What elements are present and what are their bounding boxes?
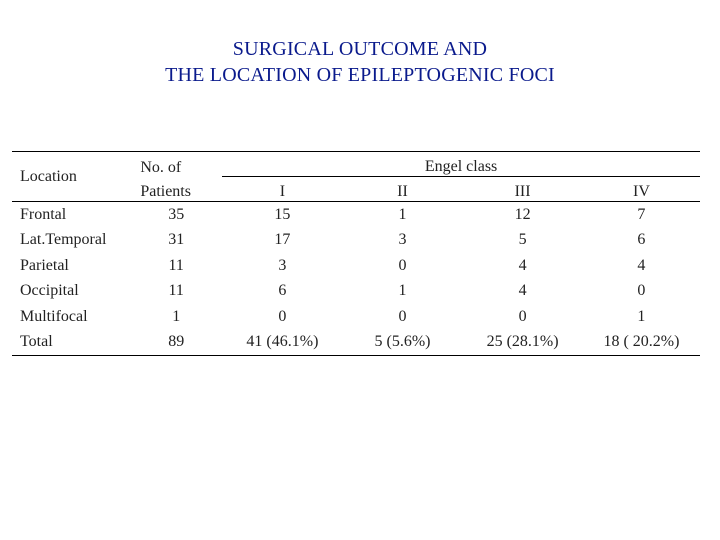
row-patients: 11 (168, 256, 184, 274)
patients-header-line-1: No. of (130, 151, 223, 177)
row-class-i: 0 (278, 307, 287, 325)
row-class-iv: 0 (637, 282, 646, 300)
row-class-iii: 4 (518, 282, 527, 300)
table-row: Frontal 35 15 1 12 7 (12, 202, 700, 228)
row-location: Lat.Temporal (20, 231, 107, 249)
row-patients: 1 (172, 307, 181, 325)
row-class-i: 41 (46.1%) (222, 329, 343, 356)
table-row: Parietal 11 3 0 4 4 (12, 253, 700, 279)
row-class-i: 6 (278, 282, 287, 300)
row-location: Total (12, 329, 131, 356)
engel-class-ii-header: II (342, 176, 463, 202)
table-row: Lat.Temporal 31 17 3 5 6 (12, 228, 700, 254)
table-row: Occipital 11 6 1 4 0 (12, 279, 700, 305)
row-class-ii: 1 (398, 205, 407, 223)
row-location: Occipital (20, 282, 79, 300)
row-class-iii: 12 (514, 205, 531, 223)
row-class-iii: 4 (518, 256, 527, 274)
row-location: Frontal (20, 205, 67, 223)
row-patients: 35 (168, 205, 185, 223)
row-class-iii: 0 (518, 307, 527, 325)
row-class-iv: 6 (637, 231, 646, 249)
total-row: Total 89 41 (46.1%) 5 (5.6%) 25 (28.1%) … (12, 329, 700, 356)
row-class-ii: 0 (398, 307, 407, 325)
row-patients: 89 (130, 329, 223, 356)
row-class-iv: 1 (637, 307, 646, 325)
row-class-i: 15 (274, 205, 291, 223)
engel-class-header: Engel class (222, 151, 700, 177)
engel-class-i-header: I (222, 176, 343, 202)
header-row-1: Location No. of Engel class (12, 151, 700, 202)
row-class-ii: 0 (398, 256, 407, 274)
row-patients: 31 (168, 231, 185, 249)
header-row-2: Patients I II III IV (12, 176, 700, 202)
row-class-i: 3 (278, 256, 287, 274)
row-class-iii: 25 (28.1%) (462, 329, 583, 356)
row-class-ii: 3 (398, 231, 407, 249)
row-class-iv: 7 (637, 205, 646, 223)
slide-title: SURGICAL OUTCOME AND THE LOCATION OF EPI… (0, 36, 720, 88)
row-patients: 11 (168, 282, 184, 300)
row-class-iv: 18 ( 20.2%) (582, 329, 700, 356)
title-line-2: THE LOCATION OF EPILEPTOGENIC FOCI (165, 64, 555, 86)
title-line-1: SURGICAL OUTCOME AND (232, 38, 488, 60)
patients-header-line-2: Patients (130, 176, 223, 202)
row-location: Multifocal (20, 307, 88, 325)
row-class-i: 17 (274, 231, 291, 249)
location-header: Location (12, 151, 131, 202)
row-class-ii: 5 (5.6%) (342, 329, 463, 356)
engel-class-iii-header: III (462, 176, 583, 202)
engel-class-iv-header: IV (582, 176, 700, 202)
outcome-table: Location No. of Engel class Patients I I… (12, 151, 700, 356)
row-class-iv: 4 (637, 256, 646, 274)
row-class-iii: 5 (518, 231, 527, 249)
row-location: Parietal (20, 256, 69, 274)
row-class-ii: 1 (398, 282, 407, 300)
table-row: Multifocal 1 0 0 0 1 (12, 304, 700, 330)
